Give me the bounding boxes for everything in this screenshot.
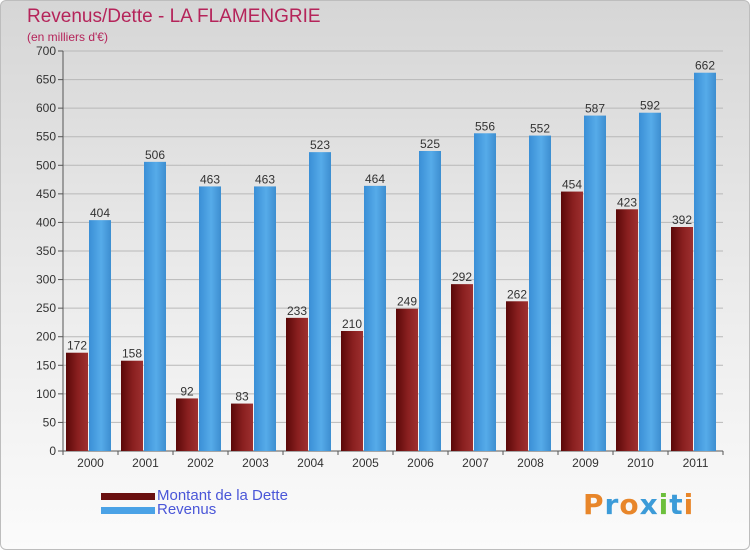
x-tick-label: 2006: [407, 456, 434, 470]
logo-letter: x: [639, 488, 659, 521]
bar-revenus: [419, 151, 441, 451]
data-label-revenus: 523: [310, 138, 330, 152]
bar-dette: [396, 308, 418, 451]
bar-dette: [451, 284, 473, 451]
y-tick-label: 600: [36, 101, 56, 115]
bar-revenus: [89, 220, 111, 451]
data-label-revenus: 463: [255, 172, 275, 186]
chart-title: Revenus/Dette - LA FLAMENGRIE: [27, 6, 321, 27]
data-label-revenus: 592: [640, 99, 660, 113]
y-tick-label: 450: [36, 187, 56, 201]
data-label-revenus: 587: [585, 102, 605, 116]
bar-dette: [121, 360, 143, 451]
x-tick-label: 2001: [132, 456, 159, 470]
y-tick-label: 250: [36, 301, 56, 315]
bar-dette: [561, 191, 583, 452]
legend-label-revenus: Revenus: [157, 501, 217, 518]
data-label-revenus: 662: [695, 59, 715, 73]
data-label-dette: 210: [342, 317, 362, 331]
grid-layer: [63, 50, 723, 452]
data-label-dette: 83: [235, 390, 249, 404]
data-label-dette: 92: [180, 384, 194, 398]
y-tick-label: 650: [36, 73, 56, 87]
y-tick-label: 550: [36, 130, 56, 144]
chart-subtitle: (en milliers d'€): [27, 30, 108, 44]
data-label-dette: 423: [617, 195, 637, 209]
bar-dette: [506, 301, 528, 451]
bar-revenus: [144, 161, 166, 451]
bar-dette: [231, 403, 253, 451]
axis-layer: 0 50 100 150 200 250 300 350 400 450 500 550 600 650 7…: [36, 44, 724, 470]
logo-letter: P: [583, 488, 605, 521]
data-label-dette: 172: [67, 339, 87, 353]
bar-chart: 0 50 100 150 200 250 300 350 400 450 500 550 600 650 7…: [36, 44, 724, 470]
proxiti-logo: Proxiti: [583, 488, 694, 521]
bar-dette: [66, 352, 88, 451]
data-label-dette: 158: [122, 347, 142, 361]
data-label-revenus: 464: [365, 172, 385, 186]
data-label-dette: 249: [397, 295, 417, 309]
bar-revenus: [309, 152, 331, 451]
x-tick-label: 2005: [352, 456, 379, 470]
x-tick-label: 2003: [242, 456, 269, 470]
x-tick-label: 2002: [187, 456, 214, 470]
bar-revenus: [254, 186, 276, 451]
legend-label-dette: Montant de la Dette: [157, 487, 288, 504]
data-label-dette: 233: [287, 304, 307, 318]
bar-layer: [66, 72, 716, 452]
y-tick-label: 200: [36, 330, 56, 344]
x-tick-label: 2008: [517, 456, 544, 470]
y-tick-label: 700: [36, 44, 56, 58]
x-tick-label: 2009: [572, 456, 599, 470]
x-tick-label: 2010: [627, 456, 654, 470]
bar-revenus: [199, 186, 221, 451]
bar-dette: [616, 209, 638, 451]
bar-revenus: [529, 135, 551, 452]
bar-revenus: [639, 112, 661, 451]
bar-revenus: [584, 115, 606, 452]
bar-dette: [176, 398, 198, 451]
y-tick-label: 150: [36, 358, 56, 372]
x-tick-label: 2011: [683, 456, 709, 470]
bar-dette: [671, 227, 693, 451]
bar-revenus: [474, 133, 496, 452]
label-layer: 172 404 158 506 92 463 83 463 233 523 210 464 249 525…: [67, 59, 715, 404]
y-tick-label: 50: [43, 415, 57, 429]
data-label-revenus: 525: [420, 137, 440, 151]
y-tick-label: 100: [36, 387, 56, 401]
x-tick-label: 2007: [462, 456, 489, 470]
data-label-dette: 454: [562, 178, 582, 192]
x-tick-label: 2000: [77, 456, 104, 470]
y-tick-label: 350: [36, 244, 56, 258]
logo-letter: i: [683, 488, 695, 521]
y-tick-label: 400: [36, 215, 56, 229]
y-tick-label: 0: [49, 444, 56, 458]
legend-swatch-revenus: [101, 507, 155, 514]
data-label-dette: 262: [507, 287, 527, 301]
data-label-revenus: 404: [90, 206, 110, 220]
x-tick-label: 2004: [297, 456, 324, 470]
logo-letter: t: [669, 488, 684, 521]
data-label-dette: 392: [672, 213, 692, 227]
y-tick-label: 300: [36, 273, 56, 287]
bar-revenus: [694, 72, 716, 451]
data-label-revenus: 463: [200, 172, 220, 186]
data-label-revenus: 552: [530, 122, 550, 136]
data-label-revenus: 556: [475, 119, 495, 133]
legend-swatch-dette: [101, 493, 155, 500]
data-label-revenus: 506: [145, 148, 165, 162]
bar-dette: [341, 331, 363, 451]
bar-revenus: [364, 185, 386, 451]
logo-letter: o: [619, 488, 640, 521]
logo-letter: i: [658, 488, 670, 521]
y-tick-label: 500: [36, 158, 56, 172]
bar-dette: [286, 317, 308, 451]
data-label-dette: 292: [452, 270, 472, 284]
logo-letter: r: [604, 488, 620, 521]
